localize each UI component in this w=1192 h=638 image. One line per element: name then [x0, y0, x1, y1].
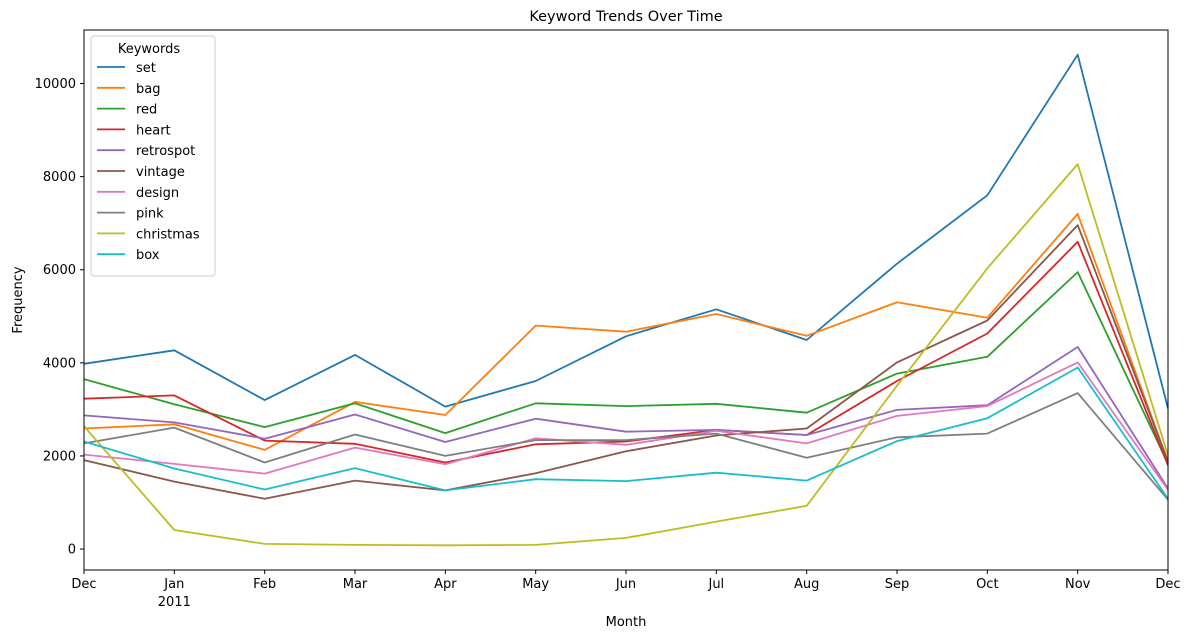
series-line-red: [83, 271, 1169, 465]
x-tick-label: Feb: [253, 577, 276, 592]
legend-label-christmas: christmas: [136, 227, 200, 242]
x-tick-label: Jun: [615, 577, 636, 592]
series-line-heart: [83, 240, 1169, 466]
chart-title: Keyword Trends Over Time: [529, 9, 722, 25]
series-line-box: [83, 366, 1169, 500]
y-tick-label: 4000: [43, 356, 76, 371]
y-axis-label: Frequency: [11, 266, 26, 333]
legend-label-heart: heart: [136, 123, 171, 138]
plot-area: [84, 30, 1168, 570]
x-axis: Dec Jan Feb Mar Apr May Jun Jul Aug Sep Oct Nov Dec 2…: [71, 570, 1181, 610]
y-tick-label: 8000: [43, 170, 76, 185]
x-tick-label: Dec: [1155, 577, 1180, 592]
legend-label-vintage: vintage: [136, 165, 185, 180]
y-tick-label: 10000: [35, 77, 76, 92]
y-tick-label: 0: [68, 543, 76, 558]
legend-label-box: box: [136, 248, 160, 263]
x-tick-label: May: [522, 577, 549, 592]
x-tick-label: Oct: [976, 577, 998, 592]
series-line-design: [83, 361, 1169, 491]
series-line-vintage: [83, 224, 1169, 500]
legend-label-bag: bag: [136, 82, 160, 97]
legend-label-pink: pink: [136, 207, 164, 222]
x-year-label: 2011: [158, 595, 191, 610]
legend-title: Keywords: [118, 42, 181, 57]
series-line-christmas: [83, 163, 1169, 547]
x-tick-label: Dec: [71, 577, 96, 592]
series-line-pink: [83, 392, 1169, 501]
x-tick-label: Jul: [707, 577, 724, 592]
legend: Keywords set bag red heart retrospot vintage de…: [90, 35, 216, 277]
x-tick-label: Nov: [1065, 577, 1091, 592]
legend-label-retrospot: retrospot: [136, 144, 195, 159]
series-line-set: [83, 53, 1169, 409]
legend-box: [90, 35, 216, 277]
y-tick-label: 6000: [43, 263, 76, 278]
x-axis-label: Month: [606, 615, 647, 630]
x-tick-label: Mar: [343, 577, 368, 592]
y-tick-label: 2000: [43, 449, 76, 464]
x-tick-label: Aug: [794, 577, 819, 592]
x-tick-label: Jan: [163, 577, 184, 592]
legend-label-design: design: [136, 186, 179, 201]
series-line-bag: [83, 212, 1169, 462]
x-tick-label: Sep: [885, 577, 910, 592]
y-axis: 0 2000 4000 6000 8000 10000: [35, 77, 84, 558]
x-tick-label: Apr: [434, 577, 457, 592]
legend-label-set: set: [136, 61, 156, 76]
series-lines: [83, 53, 1169, 547]
legend-label-red: red: [136, 103, 157, 118]
